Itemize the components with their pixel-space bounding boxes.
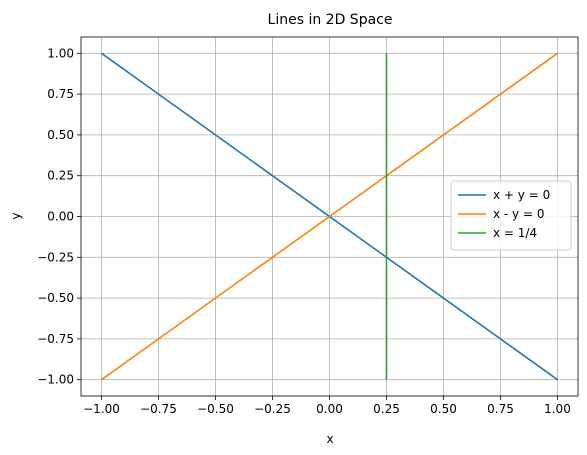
axis-ticks: −1.00 −0.75 −0.50 −0.25 0.00 0.25 0.50 0.75 1.00… [37,46,571,416]
y-tick-label: 0.00 [47,210,74,224]
x-tick-label: −1.00 [83,402,120,416]
chart-title: Lines in 2D Space [268,12,393,28]
x-tick-label: 0.50 [430,402,457,416]
x-tick-label: 0.25 [373,402,400,416]
series-line-2 [101,52,558,381]
x-tick-label: 0.75 [487,402,514,416]
x-tick-label: 0.00 [316,402,343,416]
series-lines [101,52,558,381]
x-tick-label: 1.00 [544,402,571,416]
y-tick-label: −0.50 [37,291,74,305]
y-tick-label: 1.00 [47,46,74,60]
y-axis-label: y [9,212,23,219]
y-tick-label: 0.50 [47,128,74,142]
legend: x + y = 0 x - y = 0 x = 1/4 [450,180,572,251]
y-tick-label: −0.75 [37,332,74,346]
legend-label-3: x = 1/4 [493,226,537,240]
legend-label-2: x - y = 0 [493,207,544,221]
x-tick-label: −0.25 [254,402,291,416]
x-tick-label: −0.50 [197,402,234,416]
y-tick-label: 0.25 [47,169,74,183]
legend-label-1: x + y = 0 [493,188,550,202]
y-tick-label: −0.25 [37,250,74,264]
x-axis-label: x [326,432,333,446]
y-tick-label: 0.75 [47,87,74,101]
x-tick-label: −0.75 [140,402,177,416]
y-tick-label: −1.00 [37,373,74,387]
